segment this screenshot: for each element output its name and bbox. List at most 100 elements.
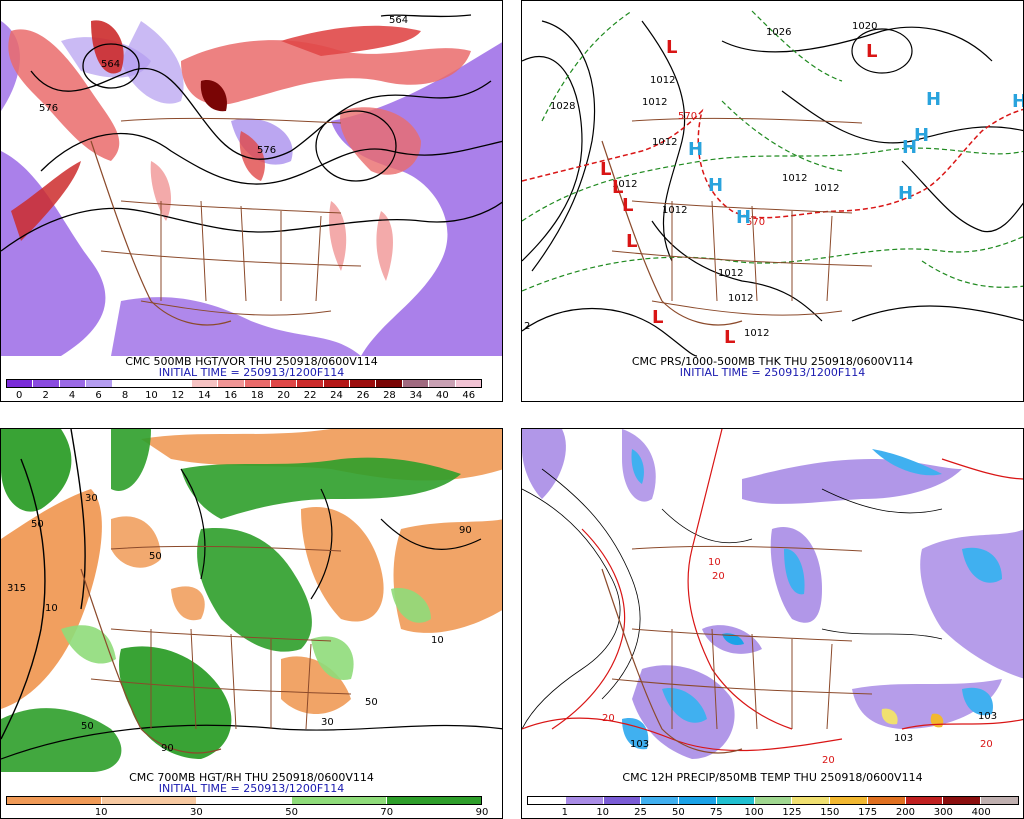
colorbar-swatch <box>375 380 402 387</box>
rh-label: 90 <box>459 525 472 536</box>
isobar-label: 1012 <box>650 75 675 86</box>
colorbar-label: 150 <box>820 807 840 818</box>
high-pressure-marker: H <box>708 175 723 196</box>
rh-label: 90 <box>161 743 174 754</box>
colorbar-label: 10 <box>145 390 158 401</box>
colorbar-swatch <box>386 797 481 804</box>
high-pressure-marker: H <box>898 183 913 204</box>
high-pressure-marker: H <box>902 137 917 158</box>
colorbar-swatch <box>454 380 482 387</box>
colorbar-label: 70 <box>380 807 394 818</box>
vorticity-map: 564 576 576 564 <box>1 1 502 356</box>
colorbar-swatch <box>58 380 86 387</box>
panel-title: CMC 12H PRECIP/850MB TEMP THU 250918/060… <box>622 771 923 784</box>
high-pressure-marker: H <box>736 207 751 228</box>
low-pressure-marker: L <box>622 195 633 216</box>
colorbar-label: 2 <box>42 390 49 401</box>
colorbar-label: 300 <box>933 807 953 818</box>
colorbar-swatch <box>137 380 165 387</box>
colorbar-swatch <box>322 380 350 387</box>
colorbar-swatch <box>791 797 830 804</box>
colorbar-label: 46 <box>462 390 476 401</box>
colorbar-swatch <box>85 380 112 387</box>
colorbar-label: 75 <box>709 807 723 818</box>
rh-colorbar <box>6 796 482 805</box>
low-pressure-marker: L <box>724 327 735 348</box>
height-label: 564 <box>389 15 408 26</box>
colorbar-label: 100 <box>744 807 764 818</box>
colorbar-label: 10 <box>94 807 108 818</box>
colorbar-label: 40 <box>435 390 449 401</box>
rh-label: 50 <box>149 551 162 562</box>
colorbar-swatch <box>32 380 59 387</box>
high-pressure-marker: H <box>914 125 929 146</box>
colorbar-swatch <box>428 380 455 387</box>
isobar-label: 1012 <box>814 183 839 194</box>
colorbar-swatch <box>678 797 716 804</box>
colorbar-label: 12 <box>171 390 185 401</box>
panel-title: CMC PRS/1000-500MB THK THU 250918/0600V1… <box>631 355 914 368</box>
colorbar-label: 25 <box>634 807 647 818</box>
colorbar-swatch <box>829 797 867 804</box>
colorbar-swatch <box>269 380 297 387</box>
colorbar-swatch <box>942 797 981 804</box>
rh-label: 10 <box>431 635 444 646</box>
temp-label: 20 <box>980 739 993 750</box>
colorbar-swatch <box>291 797 386 804</box>
colorbar-label: 50 <box>672 807 685 818</box>
height-label: 576 <box>257 145 276 156</box>
colorbar-label: 125 <box>782 807 802 818</box>
panel-title: CMC 500MB HGT/VOR THU 250918/0600V114 <box>125 355 378 368</box>
colorbar-label: 26 <box>356 390 370 401</box>
initial-time: INITIAL TIME = 250913/1200F114 <box>158 782 345 795</box>
colorbar-swatch <box>564 797 603 804</box>
rh-label: 30 <box>85 493 98 504</box>
colorbar-label: 24 <box>330 390 343 401</box>
colorbar-swatch <box>866 797 905 804</box>
rh-label: 50 <box>81 721 94 732</box>
panel-pressure-thickness: 1028 1020 1012 1012 1012 1012 1012 1012 … <box>521 0 1024 402</box>
temp-label: 10 <box>708 557 721 568</box>
isobar-label: 1026 <box>766 27 791 38</box>
height-label: 564 <box>101 59 120 70</box>
height-label: 315 <box>7 583 26 594</box>
colorbar-label: 175 <box>858 807 878 818</box>
colorbar-swatch <box>243 380 270 387</box>
thickness-label: 570 <box>678 111 697 122</box>
low-pressure-marker: L <box>652 307 663 328</box>
colorbar-swatch <box>528 797 565 804</box>
colorbar-label: 1 <box>561 807 569 818</box>
colorbar-label: 34 <box>409 390 423 401</box>
colorbar-label: 400 <box>971 807 991 818</box>
colorbar-swatch <box>715 797 754 804</box>
vorticity-colorbar <box>6 379 482 388</box>
colorbar-swatch <box>753 797 792 804</box>
isobar-label: 1012 <box>782 173 807 184</box>
isobar-label: 1012 <box>728 293 753 304</box>
colorbar-label: 200 <box>895 807 915 818</box>
colorbar-swatch <box>111 380 138 387</box>
colorbar-label: 28 <box>383 390 396 401</box>
high-pressure-marker: H <box>1012 91 1024 112</box>
isobar-label: 1012 <box>744 328 769 339</box>
colorbar-swatch <box>196 797 291 804</box>
isobar-label: 1012 <box>642 97 667 108</box>
colorbar-swatch <box>296 380 323 387</box>
colorbar-label: 14 <box>197 390 211 401</box>
low-pressure-marker: L <box>666 37 677 58</box>
precip-label: 103 <box>630 739 649 750</box>
precip-colorbar <box>527 796 1019 805</box>
low-pressure-marker: L <box>612 177 623 198</box>
low-pressure-marker: L <box>626 231 637 252</box>
rh-label: 30 <box>321 717 334 728</box>
colorbar-label: 10 <box>596 807 610 818</box>
isobar-label: 1012 <box>612 179 637 190</box>
colorbar-label: 22 <box>303 390 317 401</box>
high-pressure-marker: H <box>926 89 941 110</box>
thickness-label: 570 <box>746 217 765 228</box>
colorbar-swatch <box>640 797 679 804</box>
panel-precip-850-temp: 20 20 10 103 103 103 20 20 CMC 12H PRECI… <box>521 428 1024 819</box>
colorbar-swatch <box>349 380 376 387</box>
colorbar-swatch <box>401 380 429 387</box>
rh-label: 10 <box>45 603 58 614</box>
